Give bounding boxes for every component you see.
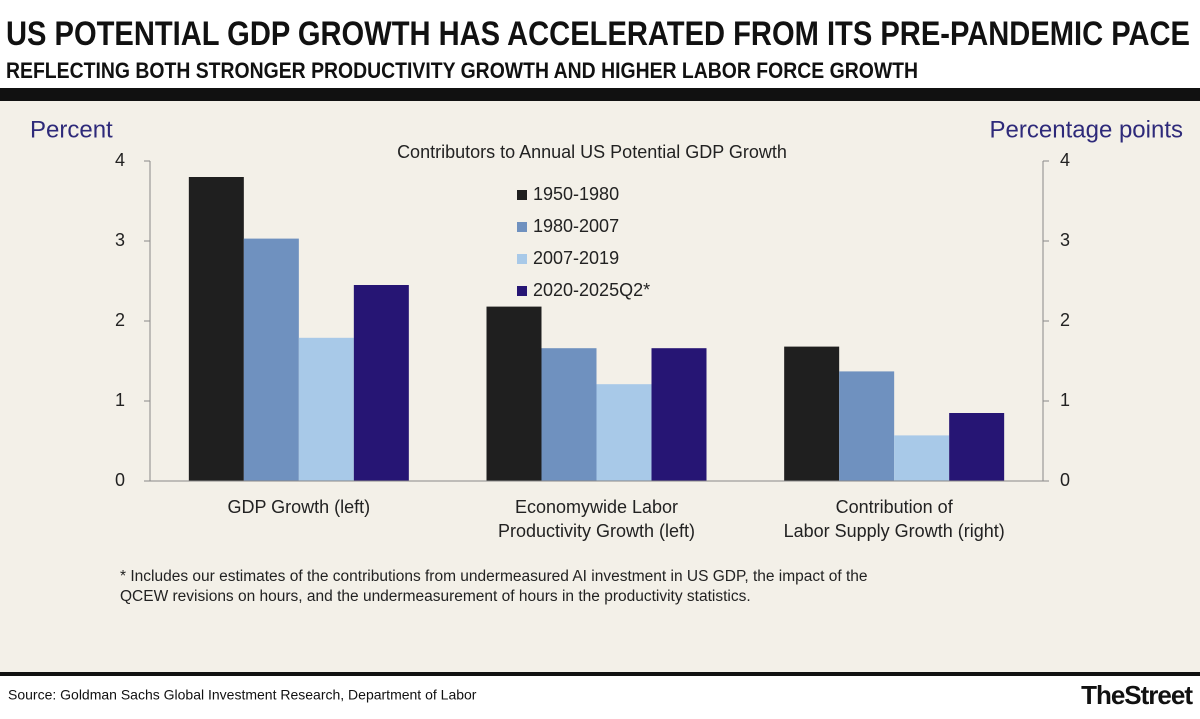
bar [949,413,1005,481]
bar [188,177,244,481]
bar [784,346,840,481]
y-tick-label: 3 [115,230,125,250]
legend-label: 2020-2025Q2* [533,280,650,300]
legend-label: 1950-1980 [533,184,619,204]
y-tick-label: 2 [115,310,125,330]
legend-label: 1980-2007 [533,216,619,236]
bottom-rule [0,672,1200,676]
bar [486,306,542,481]
y2-tick-label: 2 [1060,310,1070,330]
bar [243,238,299,481]
legend-swatch [517,190,527,200]
x-tick-label: Economywide Labor Productivity Growth (le… [498,497,695,541]
chart-title: Contributors to Annual US Potential GDP … [397,142,787,162]
legend-swatch [517,254,527,264]
top-band [0,88,1200,101]
bar [894,435,950,481]
y-tick-label: 1 [115,390,125,410]
page-title: US POTENTIAL GDP GROWTH HAS ACCELERATED … [6,15,1190,53]
y2-tick-label: 4 [1060,150,1070,170]
y2-axis-label: Percentage points [990,116,1183,143]
y-axis-label: Percent [30,116,113,143]
y2-tick-label: 1 [1060,390,1070,410]
bar [596,384,652,481]
bar [839,371,895,481]
bar [651,348,707,481]
legend-swatch [517,222,527,232]
x-tick-label: Contribution of Labor Supply Growth (righ… [784,497,1005,541]
x-tick-label: GDP Growth (left) [227,497,370,517]
bar [298,337,354,481]
footnote: * Includes our estimates of the contribu… [120,568,868,585]
logo: TheStreet [1081,680,1193,710]
page-subtitle: REFLECTING BOTH STRONGER PRODUCTIVITY GR… [6,58,918,83]
y-tick-label: 0 [115,470,125,490]
bar [541,348,597,481]
legend-swatch [517,286,527,296]
footnote: QCEW revisions on hours, and the underme… [120,588,751,605]
y2-tick-label: 3 [1060,230,1070,250]
legend-label: 2007-2019 [533,248,619,268]
bar [353,285,409,481]
y-tick-label: 4 [115,150,125,170]
y2-tick-label: 0 [1060,470,1070,490]
source: Source: Goldman Sachs Global Investment … [8,687,477,703]
